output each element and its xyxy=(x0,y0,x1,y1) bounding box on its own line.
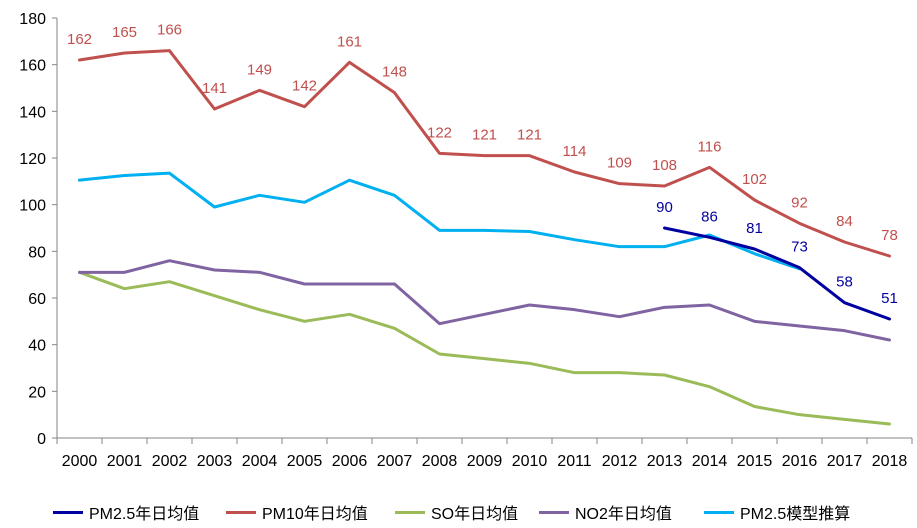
legend-label: PM2.5年日均值 xyxy=(89,506,200,523)
x-tick-label: 2002 xyxy=(152,453,188,470)
data-label: 73 xyxy=(791,239,808,256)
x-tick-label: 2017 xyxy=(827,453,863,470)
data-label: 86 xyxy=(701,208,718,225)
data-label: 116 xyxy=(698,138,722,155)
y-tick-label: 140 xyxy=(19,104,46,121)
x-tick-label: 2015 xyxy=(737,453,773,470)
series-line-2 xyxy=(78,270,891,426)
series-line-3 xyxy=(78,259,891,342)
data-label: 51 xyxy=(881,290,898,307)
x-tick-label: 2009 xyxy=(467,453,503,470)
legend-swatch xyxy=(53,510,83,514)
data-label: 162 xyxy=(67,31,92,48)
data-label: 166 xyxy=(157,22,182,39)
x-tick-label: 2018 xyxy=(872,453,908,470)
y-tick-label: 120 xyxy=(19,151,46,168)
data-label: 149 xyxy=(247,61,272,78)
data-label: 102 xyxy=(742,171,767,188)
legend-item: PM2.5年日均值 xyxy=(53,497,199,527)
y-tick-label: 60 xyxy=(28,291,46,308)
data-label: 92 xyxy=(791,194,808,211)
data-label: 121 xyxy=(472,127,497,144)
y-axis-ticks: 0 20 40 60 80 100 120 140 160 180 xyxy=(19,11,57,448)
data-label: 114 xyxy=(563,143,587,160)
data-label: 90 xyxy=(656,199,673,216)
y-tick-label: 100 xyxy=(19,198,46,215)
legend-swatch xyxy=(539,510,569,514)
x-tick-label: 2008 xyxy=(422,453,458,470)
series-lines xyxy=(78,49,891,426)
y-tick-label: 0 xyxy=(37,431,46,448)
data-label: 148 xyxy=(382,64,407,81)
data-label: 122 xyxy=(427,124,452,141)
data-labels: 90 86 81 73 58 51 162 165 166 141 149 142 161 148 122 1… xyxy=(67,22,898,307)
y-tick-label: 80 xyxy=(28,244,46,261)
x-tick-label: 2013 xyxy=(647,453,683,470)
legend-item: PM2.5模型推算 xyxy=(704,497,850,527)
y-tick-label: 40 xyxy=(28,338,46,355)
x-tick-label: 2001 xyxy=(107,453,143,470)
legend-swatch xyxy=(395,510,425,514)
legend-swatch xyxy=(704,510,734,514)
legend-label: PM10年日均值 xyxy=(262,506,368,523)
legend-label: SO年日均值 xyxy=(431,506,519,523)
y-tick-label: 180 xyxy=(19,11,46,28)
data-label: 142 xyxy=(292,78,317,95)
y-tick-label: 20 xyxy=(28,384,46,401)
data-label: 81 xyxy=(746,220,763,237)
x-tick-label: 2006 xyxy=(332,453,368,470)
x-tick-label: 2004 xyxy=(242,453,278,470)
data-label: 58 xyxy=(836,274,853,291)
axes xyxy=(56,18,912,439)
data-label: 161 xyxy=(337,33,362,50)
x-axis-ticks: 2000 2001 2002 2003 2004 2005 2006 2007 2008 2009… xyxy=(56,438,913,470)
data-label: 78 xyxy=(881,227,898,244)
data-label: 84 xyxy=(836,213,853,230)
data-label: 141 xyxy=(202,80,227,97)
data-label: 108 xyxy=(652,157,677,174)
legend-swatch xyxy=(226,510,256,514)
series-line-0 xyxy=(663,226,891,321)
legend-item: NO2年日均值 xyxy=(539,497,672,527)
legend-label: PM2.5模型推算 xyxy=(740,506,851,523)
x-tick-label: 2010 xyxy=(512,453,548,470)
x-tick-label: 2003 xyxy=(197,453,233,470)
x-tick-label: 2014 xyxy=(692,453,728,470)
legend: PM2.5年日均值 PM10年日均值 SO年日均值 NO2年日均值 PM2.5模型推算 xyxy=(0,497,917,527)
legend-item: SO年日均值 xyxy=(395,497,518,527)
series-line-4 xyxy=(78,171,801,271)
data-label: 109 xyxy=(607,155,632,172)
x-tick-label: 2005 xyxy=(287,453,323,470)
x-tick-label: 2016 xyxy=(782,453,818,470)
x-tick-label: 2012 xyxy=(602,453,638,470)
x-tick-label: 2011 xyxy=(557,453,592,470)
data-label: 165 xyxy=(112,24,137,41)
y-tick-label: 160 xyxy=(19,58,46,75)
data-label: 121 xyxy=(517,127,542,144)
x-tick-label: 2007 xyxy=(377,453,413,470)
x-tick-label: 2000 xyxy=(62,453,98,470)
legend-label: NO2年日均值 xyxy=(575,506,672,523)
series-line-1 xyxy=(78,49,891,258)
legend-item: PM10年日均值 xyxy=(226,497,368,527)
